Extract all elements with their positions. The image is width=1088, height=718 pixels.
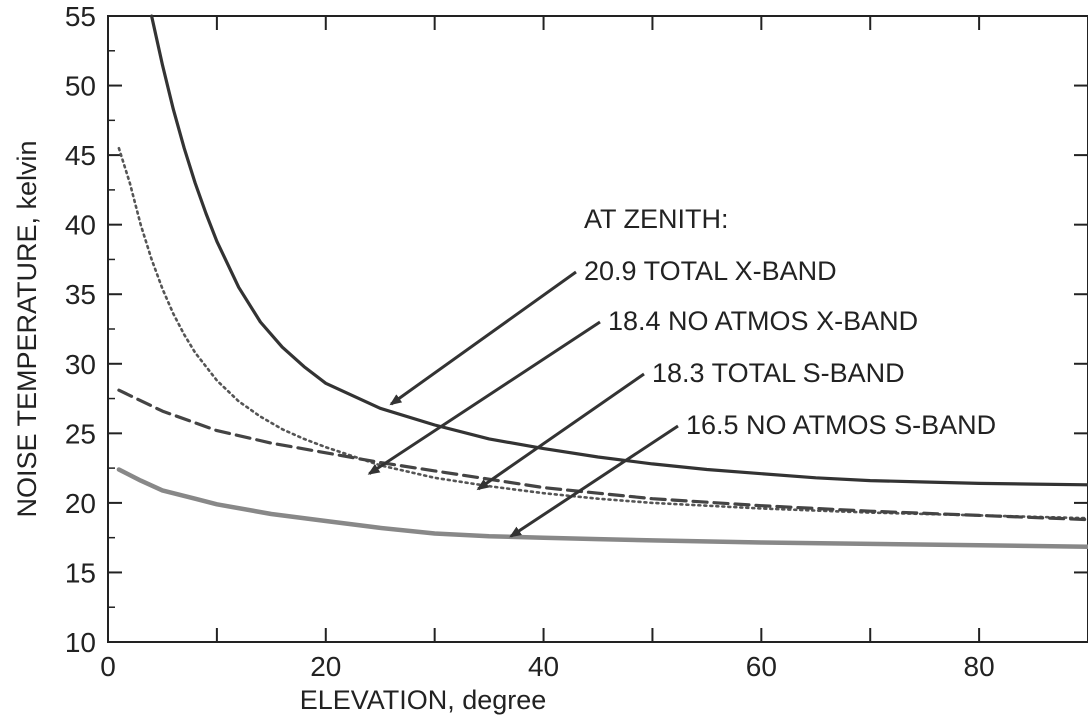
y-tick-label: 10: [65, 627, 96, 658]
y-axis-title: NOISE TEMPERATURE, kelvin: [12, 140, 42, 517]
annotation-arrow: [509, 424, 679, 538]
series-line-18-4-no-atmos-x-band: [117, 146, 1088, 520]
y-tick-label: 40: [65, 210, 96, 241]
series-line-20-9-total-x-band: [150, 14, 1088, 487]
y-tick-label: 30: [65, 349, 96, 380]
x-tick-label: 60: [746, 651, 777, 682]
y-tick-label: 35: [65, 279, 96, 310]
x-tick-label: 0: [100, 651, 116, 682]
y-tick-label: 25: [65, 418, 96, 449]
y-axis-ticks: 10 15 20 25 30 35 40 45 50 55: [65, 1, 1088, 658]
y-tick-label: 45: [65, 140, 96, 171]
annotation-header: AT ZENITH:: [584, 204, 729, 234]
x-axis-ticks: 0 20 40 60 80: [100, 16, 995, 682]
x-tick-label: 80: [964, 651, 995, 682]
x-tick-label: 20: [310, 651, 341, 682]
x-tick-label: 40: [528, 651, 559, 682]
series-line-16-5-no-atmos-s-band: [116, 467, 1088, 549]
annotation-layer: AT ZENITH: 20.9 TOTAL X-BAND 18.4 NO ATM…: [367, 204, 996, 538]
annotation-no-atmos-x-band: 18.4 NO ATMOS X-BAND: [608, 306, 918, 336]
plot-frame: [107, 15, 1088, 643]
x-axis-title: ELEVATION, degree: [300, 685, 547, 715]
y-tick-label: 20: [65, 488, 96, 519]
annotation-arrow: [476, 372, 645, 491]
y-tick-label: 50: [65, 71, 96, 102]
annotation-arrow: [389, 270, 577, 406]
annotation-total-s-band: 18.3 TOTAL S-BAND: [652, 358, 905, 388]
annotation-total-x-band: 20.9 TOTAL X-BAND: [584, 256, 837, 286]
y-tick-label: 55: [65, 1, 96, 32]
annotation-no-atmos-s-band: 16.5 NO ATMOS S-BAND: [686, 410, 996, 440]
y-tick-label: 15: [65, 557, 96, 588]
annotation-arrow: [367, 320, 601, 475]
